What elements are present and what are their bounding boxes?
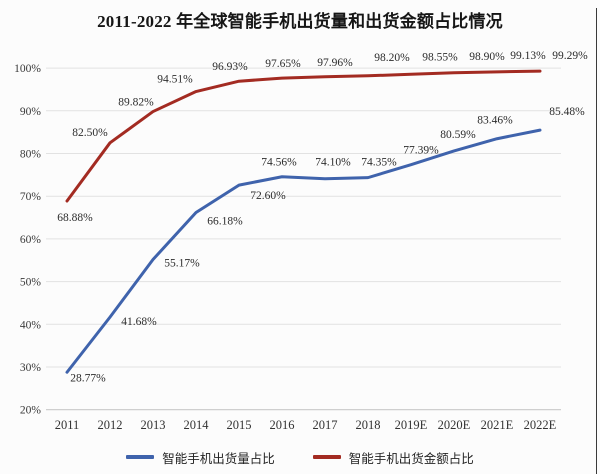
data-label: 41.68% [121,316,157,328]
x-axis-tick-label: 2012 [98,418,123,432]
legend-label-value: 智能手机出货金额占比 [348,451,474,466]
data-label: 66.18% [207,216,243,228]
legend-label-volume: 智能手机出货量占比 [162,451,275,466]
legend-swatch-volume-icon [126,455,155,459]
data-label: 28.77% [70,372,106,384]
data-label: 80.59% [440,129,476,141]
x-axis-tick-label: 2017 [313,418,338,432]
x-axis-tick-label: 2016 [270,418,295,432]
data-label: 98.55% [422,51,458,63]
data-label: 96.93% [212,61,248,73]
y-axis-tick-label: 40% [20,319,42,331]
data-label: 72.60% [250,190,286,202]
data-label: 94.51% [157,74,193,86]
y-axis-tick-label: 50% [20,277,42,289]
data-label: 74.35% [361,157,397,169]
data-label: 74.56% [261,157,297,169]
legend-item-value: 智能手机出货金额占比 [312,448,474,467]
data-label: 55.17% [164,258,200,270]
legend-swatch-value-icon [312,455,341,459]
data-label: 77.39% [403,145,439,157]
y-axis-tick-label: 80% [20,149,42,161]
y-axis-tick-label: 70% [20,191,42,203]
data-label: 83.46% [477,115,513,127]
x-axis-tick-label: 2014 [184,418,210,432]
legend: 智能手机出货量占比 智能手机出货金额占比 [0,445,600,469]
x-axis-tick-label: 2019E [395,418,428,432]
x-axis-tick-label: 2013 [141,418,166,432]
data-label: 85.48% [549,106,585,118]
x-axis-tick-label: 2020E [438,418,471,432]
y-axis-tick-label: 30% [20,362,42,374]
x-axis-tick-label: 2018 [356,418,381,432]
data-label: 99.13% [510,50,546,62]
line-chart: 20% 30% 40% 50% 60% 70% 80% 90% 100% 2011 2012 2013… [14,50,588,432]
data-label: 82.50% [72,127,108,139]
shipment-value-line [65,69,542,203]
x-axis-tick-label: 2021E [481,418,514,432]
y-axis-tick-label: 100% [14,63,41,75]
data-label: 74.10% [315,157,351,169]
x-axis-tick-label: 2011 [55,418,80,432]
data-label: 89.82% [118,97,154,109]
x-axis-tick-label: 2022E [524,418,557,432]
chart-title: 2011-2022 年全球智能手机出货量和出货金额占比情况 [97,12,503,31]
data-label: 98.20% [374,52,410,64]
data-label: 98.90% [469,51,505,63]
y-axis-tick-label: 60% [20,234,42,246]
right-edge-border [595,8,597,474]
data-label: 97.96% [317,57,353,69]
y-axis-tick-label: 90% [20,106,42,118]
data-label: 68.88% [57,212,93,224]
x-axis-tick-label: 2015 [227,418,252,432]
data-label: 97.65% [265,58,301,70]
y-axis-tick-label: 20% [20,405,42,417]
shipment-volume-line [65,128,542,374]
legend-item-volume: 智能手机出货量占比 [126,448,275,467]
data-label: 99.29% [552,50,588,62]
